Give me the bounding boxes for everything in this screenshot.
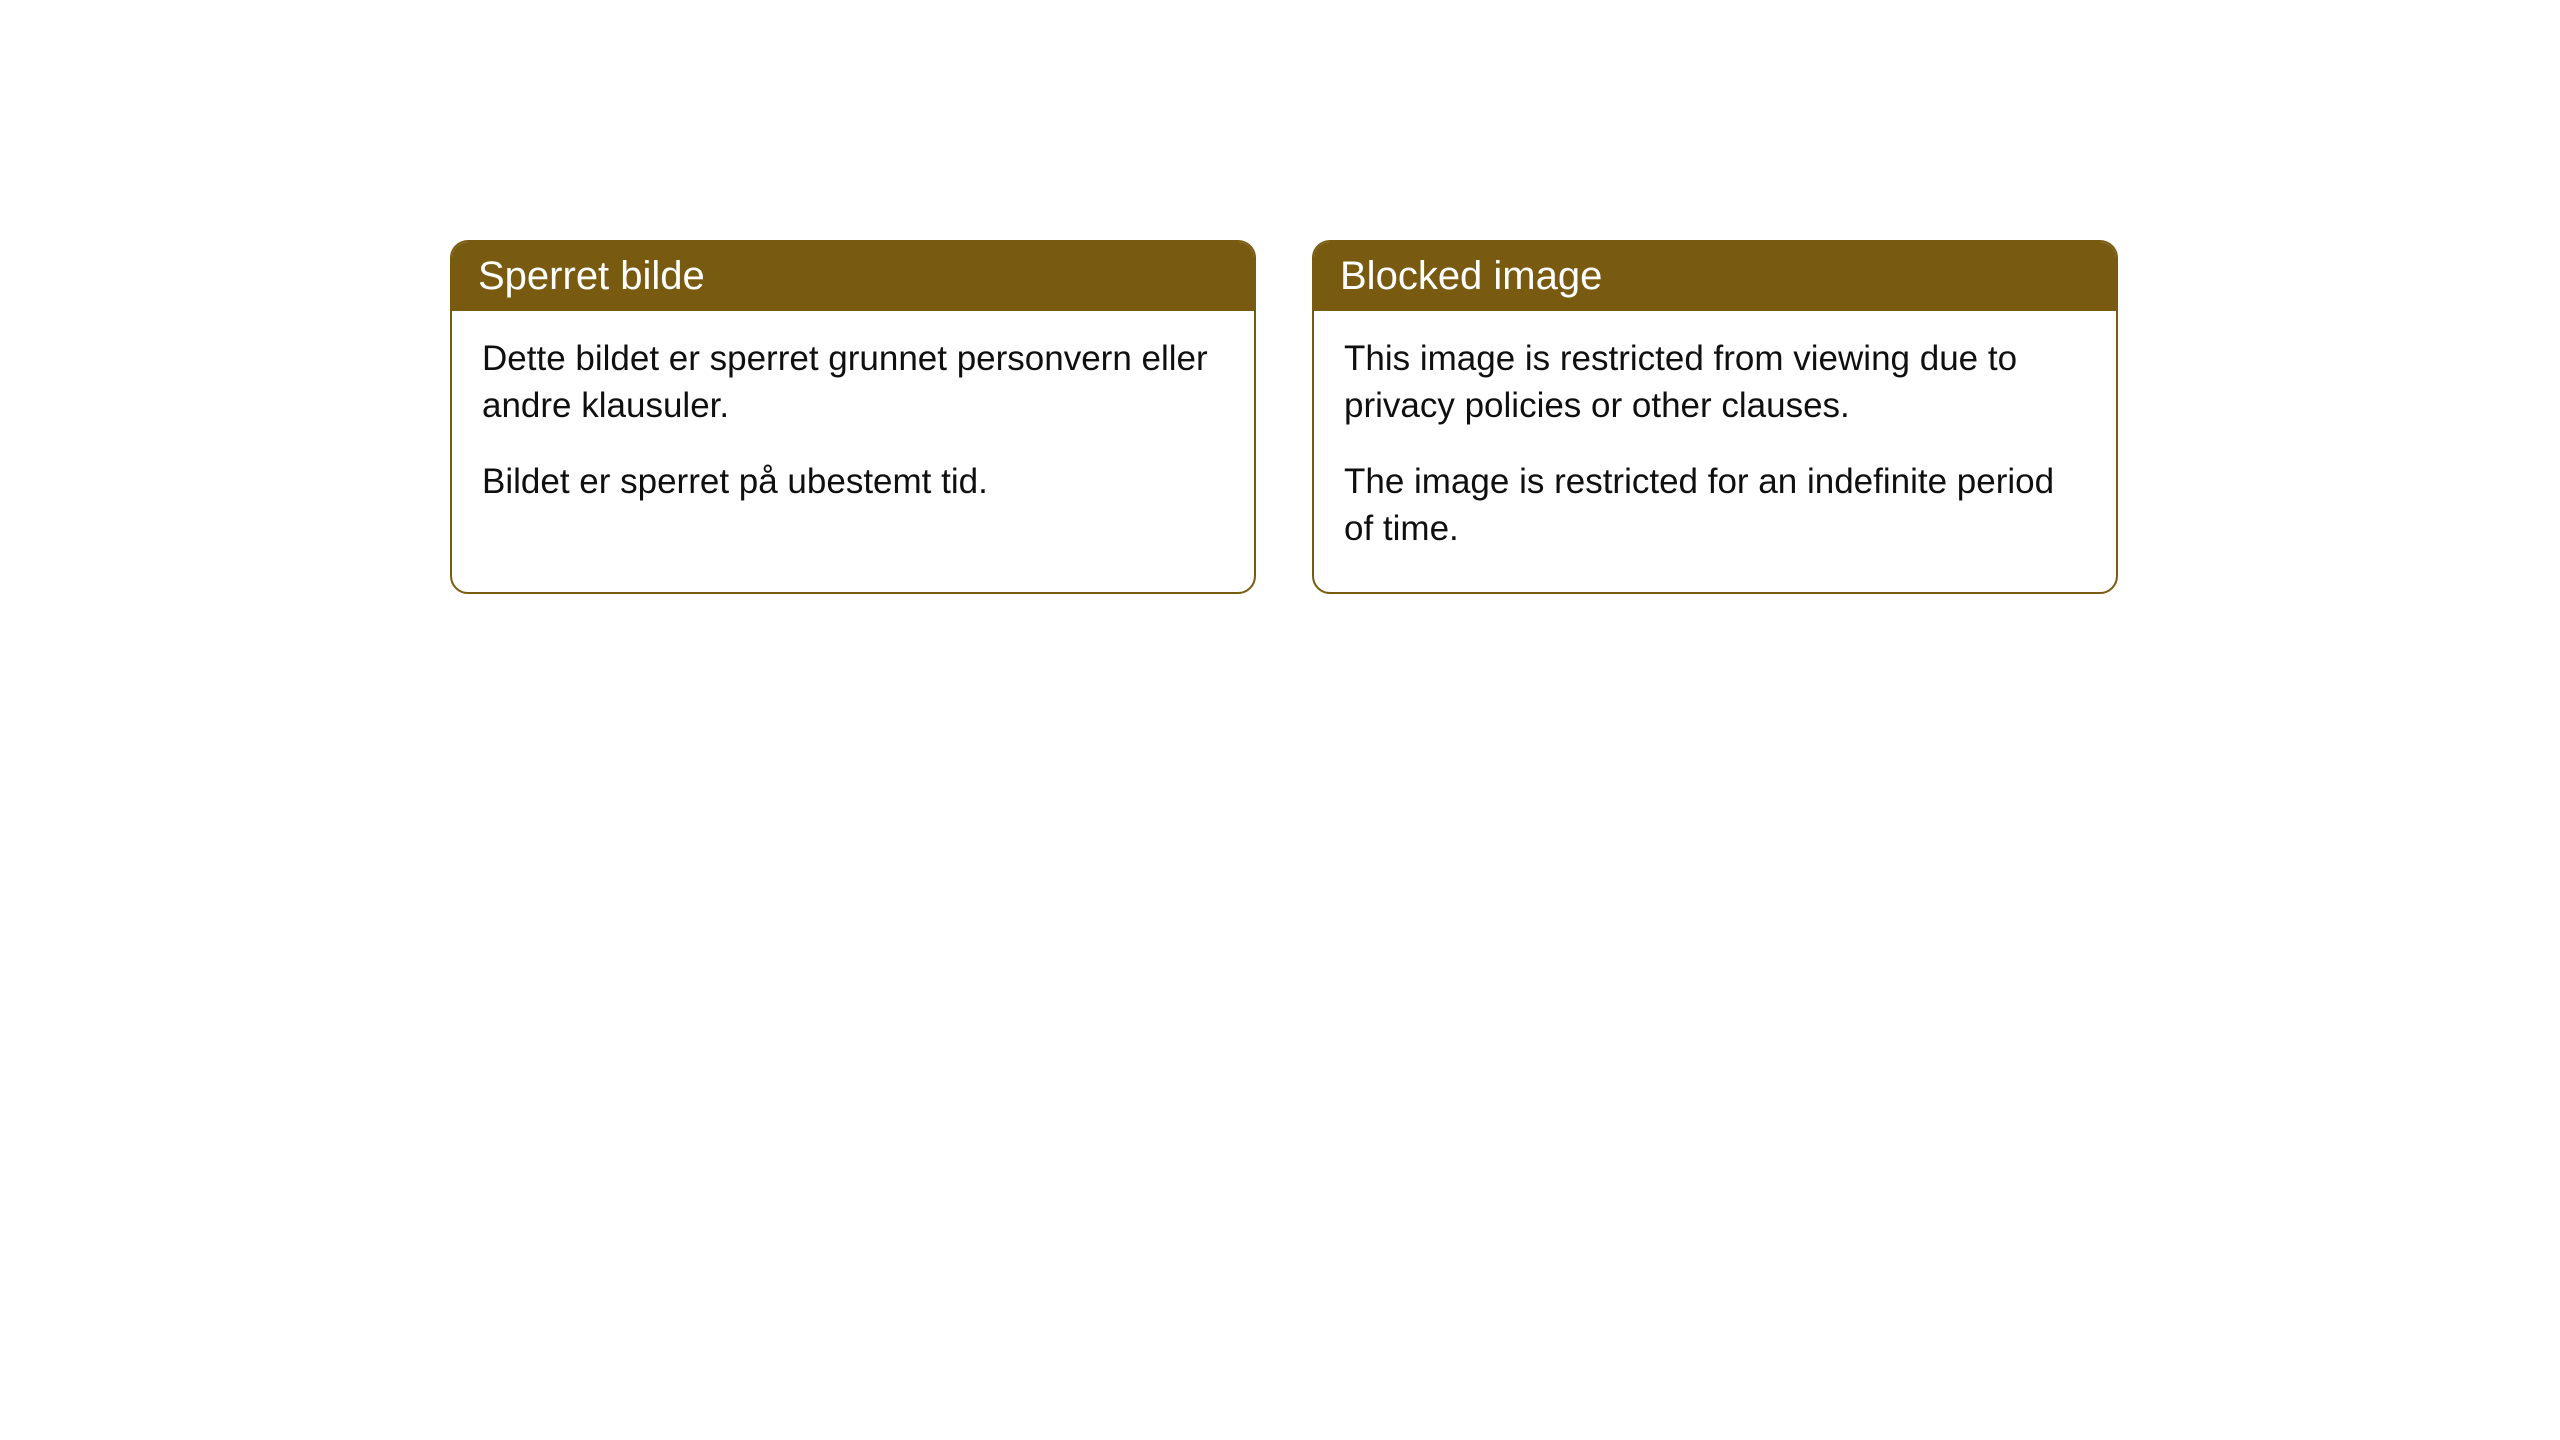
card-paragraph: The image is restricted for an indefinit… xyxy=(1344,458,2086,553)
blocked-image-card-no: Sperret bilde Dette bildet er sperret gr… xyxy=(450,240,1256,594)
card-title: Blocked image xyxy=(1340,254,1602,298)
card-header: Sperret bilde xyxy=(452,242,1254,311)
notice-cards-container: Sperret bilde Dette bildet er sperret gr… xyxy=(450,240,2118,594)
blocked-image-card-en: Blocked image This image is restricted f… xyxy=(1312,240,2118,594)
card-header: Blocked image xyxy=(1314,242,2116,311)
card-title: Sperret bilde xyxy=(478,254,705,298)
card-body: Dette bildet er sperret grunnet personve… xyxy=(452,311,1254,545)
card-paragraph: Dette bildet er sperret grunnet personve… xyxy=(482,335,1224,430)
card-body: This image is restricted from viewing du… xyxy=(1314,311,2116,592)
card-paragraph: Bildet er sperret på ubestemt tid. xyxy=(482,458,1224,505)
card-paragraph: This image is restricted from viewing du… xyxy=(1344,335,2086,430)
